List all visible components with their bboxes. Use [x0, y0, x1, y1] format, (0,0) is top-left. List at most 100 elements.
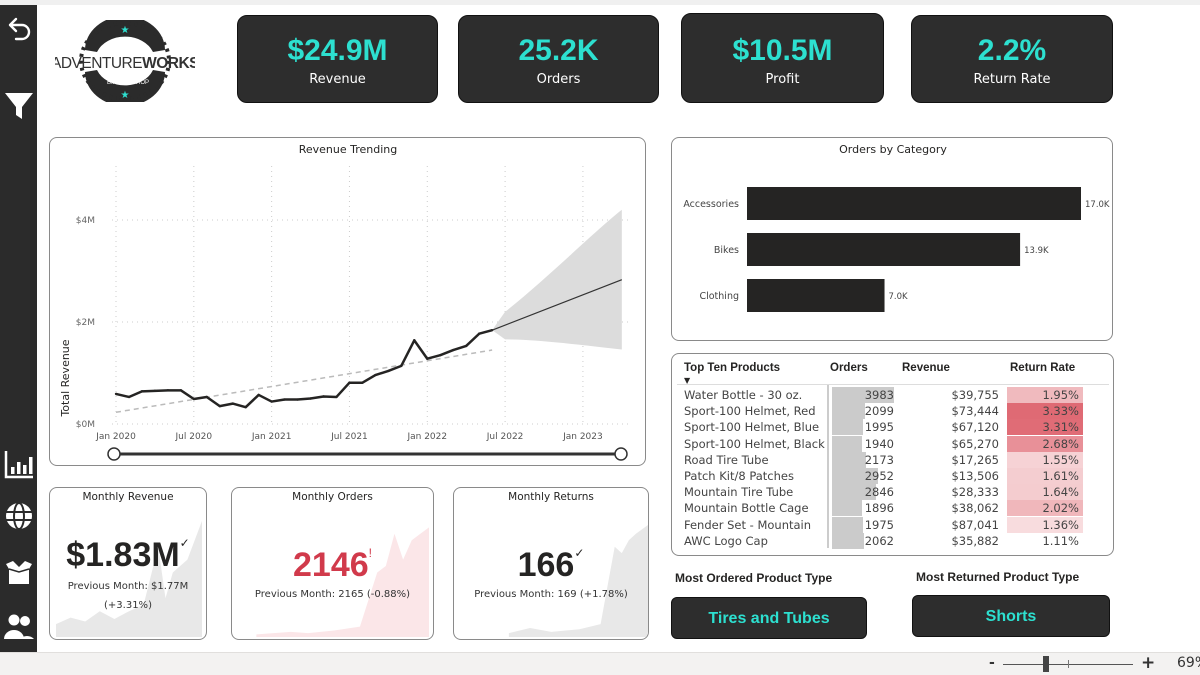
table-row[interactable]: Road Tire Tube 2173 $17,265 1.55% [672, 451, 1113, 468]
data-point [296, 398, 299, 401]
revenue-value: $38,062 [951, 501, 999, 516]
orders-value: 2062 [864, 533, 894, 548]
sparkline [256, 527, 429, 637]
status-bar: - + 69% [0, 652, 1200, 675]
date-slider-end-handle[interactable] [614, 447, 628, 461]
table-row[interactable]: Mountain Tire Tube 2846 $28,333 1.64% [672, 484, 1113, 501]
data-point [400, 364, 403, 368]
orders-databar [832, 468, 878, 484]
filter-icon[interactable] [4, 91, 34, 121]
kpi-label: Return Rate [973, 72, 1051, 87]
svg-text:ADVENTUREWORKS: ADVENTUREWORKS [55, 55, 195, 72]
most-ordered-label: Most Ordered Product Type [675, 571, 833, 585]
revenue-value: $17,265 [951, 452, 999, 467]
most-returned-product-type[interactable]: Shorts [912, 595, 1110, 637]
back-arrow-icon[interactable] [4, 15, 34, 45]
previous-month-text: Previous Month: 169 (+1.78%) [474, 589, 628, 600]
bar-accessories[interactable] [747, 187, 1081, 220]
revenue-trending-card: Revenue Trending Total Revenue Jan 2020 J… [49, 137, 646, 466]
orders-databar [832, 484, 877, 501]
table-row[interactable]: Sport-100 Helmet, Black 1940 $65,270 2.68% [672, 435, 1113, 452]
kpi-value: $24.9M [287, 34, 388, 67]
return-rate-value: 1.36% [1042, 517, 1079, 532]
return-rate-value: 2.68% [1042, 436, 1079, 451]
orders-databar [832, 451, 866, 468]
orders-by-category-chart[interactable]: Orders by Category Accessories 17.0K Bikes… [672, 138, 1113, 341]
trend-line [115, 349, 493, 414]
zoom-level[interactable]: 69% [1177, 655, 1200, 671]
return-rate-value: 2.02% [1042, 501, 1079, 516]
column-header[interactable]: Revenue [902, 362, 950, 374]
table-row[interactable]: Fender Set - Mountain 1975 $87,041 1.36% [672, 516, 1113, 533]
orders-value: 2099 [864, 404, 894, 419]
forecast-confidence-band [492, 209, 622, 350]
top-strip [0, 0, 1200, 5]
revenue-value: $13,506 [951, 469, 999, 483]
forecast-line [491, 279, 623, 331]
bar-bikes[interactable] [747, 233, 1021, 266]
data-point [387, 369, 390, 373]
table-row[interactable]: AWC Logo Cap 2062 $35,882 1.11% [672, 532, 1113, 549]
date-slider-start-handle[interactable] [107, 447, 121, 461]
box-icon[interactable] [4, 558, 34, 588]
top-ten-products-card: Top Ten Products Orders Revenue Return Rate… [671, 353, 1114, 556]
zoom-slider-midmark [1068, 660, 1069, 668]
orders-databar [832, 387, 894, 403]
return-rate-cell [1007, 468, 1083, 484]
product-name: Patch Kit/8 Patches [684, 469, 794, 483]
zoom-out-button[interactable]: - [989, 655, 995, 671]
data-label: 7.0K [889, 292, 909, 302]
zoom-slider-thumb[interactable] [1042, 656, 1049, 672]
data-point [283, 398, 286, 401]
return-rate-value: 3.31% [1042, 420, 1079, 435]
bar-chart-icon[interactable] [4, 449, 34, 479]
kpi-orders: 25.2K Orders [458, 15, 659, 103]
sort-descending-icon[interactable]: ▼ [684, 376, 691, 385]
revenue-value: $39,755 [951, 388, 999, 402]
return-rate-cell [1007, 419, 1083, 436]
revenue-value: $73,444 [951, 404, 999, 419]
svg-text:SHOP: SHOP [132, 80, 149, 86]
previous-month-text: Previous Month: $1.77M [67, 581, 189, 592]
data-label: 17.0K [1085, 200, 1110, 210]
orders-value: 3983 [864, 388, 894, 402]
orders-databar [832, 500, 862, 517]
data-point [114, 392, 118, 396]
column-header[interactable]: Top Ten Products [684, 362, 781, 374]
y-tick-label: $2M [76, 318, 95, 328]
x-tick-label: Jan 2020 [95, 432, 136, 442]
table-row[interactable]: Mountain Bottle Cage 1896 $38,062 2.02% [672, 500, 1113, 517]
table-row[interactable]: Water Bottle - 30 oz. 3983 $39,755 1.95% [672, 387, 1113, 403]
most-ordered-product-type[interactable]: Tires and Tubes [671, 597, 867, 639]
chart-title: Revenue Trending [299, 143, 398, 156]
most-returned-label: Most Returned Product Type [916, 570, 1080, 584]
column-header[interactable]: Return Rate [1010, 362, 1076, 374]
monthly-revenue-card: Monthly Revenue $1.83M✓ Previous Month: $1… [49, 487, 207, 640]
return-rate-value: 1.55% [1042, 452, 1079, 467]
data-point [439, 353, 442, 357]
data-point [361, 381, 364, 384]
orders-databar [832, 403, 865, 420]
sparkline [508, 524, 648, 637]
check-indicator-icon: ✓ [574, 546, 585, 560]
revenue-value: $65,270 [951, 436, 999, 451]
table-row[interactable]: Patch Kit/8 Patches 2952 $13,506 1.61% [672, 468, 1113, 484]
return-rate-cell [1007, 484, 1083, 501]
zoom-in-button[interactable]: + [1141, 653, 1156, 673]
data-point [127, 395, 131, 399]
orders-value: 2846 [864, 485, 894, 500]
bar-clothing[interactable] [747, 279, 885, 312]
data-point [464, 344, 468, 348]
revenue-trending-chart[interactable]: Revenue Trending Total Revenue Jan 2020 J… [50, 138, 646, 466]
orders-value: 2952 [864, 469, 894, 483]
data-point [257, 393, 260, 397]
data-point [192, 397, 196, 401]
table-row[interactable]: Sport-100 Helmet, Red 2099 $73,444 3.33% [672, 403, 1113, 420]
globe-icon[interactable] [4, 501, 34, 531]
monthly-orders-card: Monthly Orders 2146! Previous Month: 2165 … [231, 487, 434, 640]
users-icon[interactable] [4, 611, 34, 641]
table-row[interactable]: Sport-100 Helmet, Blue 1995 $67,120 3.31% [672, 419, 1113, 436]
column-header[interactable]: Orders [830, 362, 868, 374]
product-name: Road Tire Tube [684, 452, 769, 467]
orders-value: 1940 [864, 436, 894, 451]
